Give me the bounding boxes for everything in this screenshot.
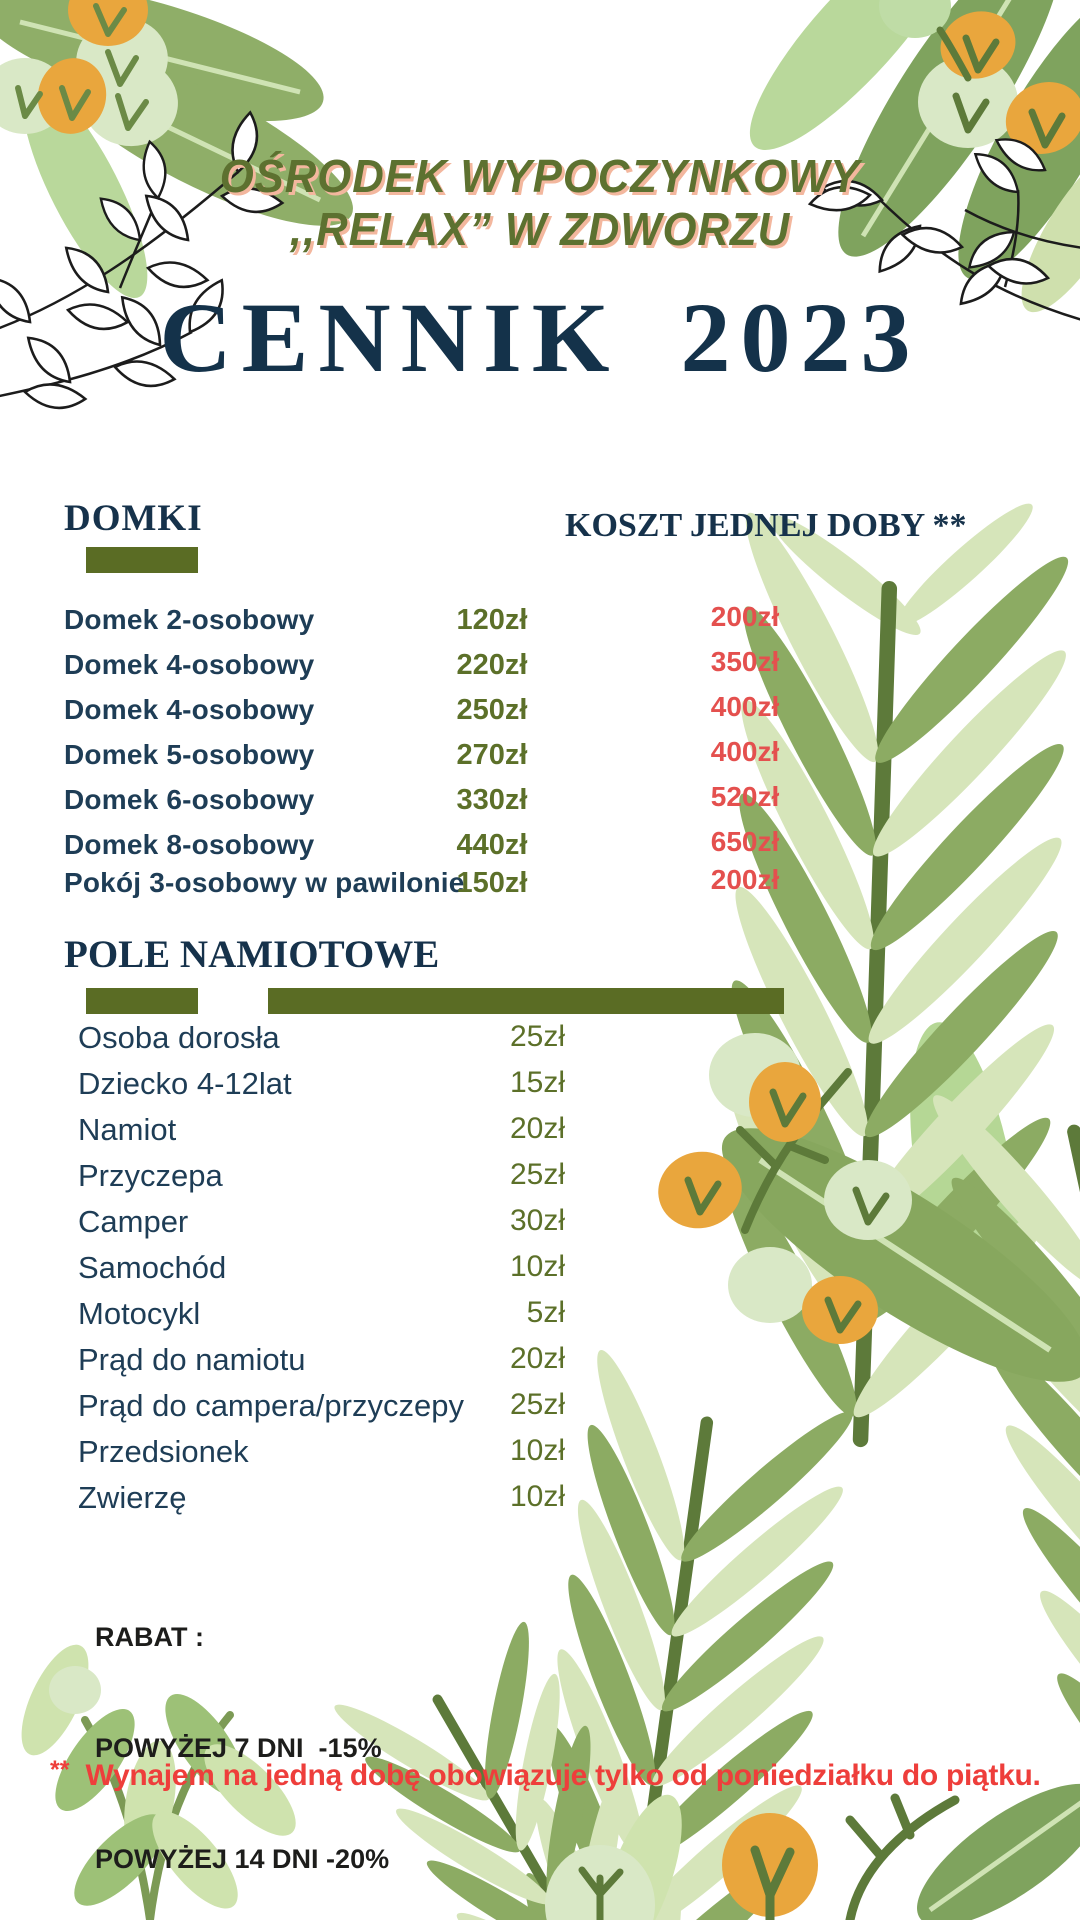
underline-bar-domki xyxy=(86,547,198,573)
underline-bar-pole-long xyxy=(268,988,784,1014)
row-label: Domek 4-osobowy xyxy=(64,694,315,725)
foliage-bottom-left xyxy=(21,1644,296,1920)
table-row: Prąd do campera/przyczepy 25zł xyxy=(0,1382,1080,1428)
row-label: Dziecko 4-12lat xyxy=(78,1066,292,1101)
row-label: Namiot xyxy=(78,1112,177,1147)
resort-name: OŚRODEK WYPOCZYNKOWY ,,RELAX” W ZDWORZU xyxy=(27,150,1053,256)
footnote-text: Wynajem na jedną dobę obowiązuje tylko o… xyxy=(85,1759,1041,1792)
table-row: Motocykl 5zł xyxy=(0,1290,1080,1336)
row-price: 30zł xyxy=(509,1204,565,1237)
table-row: Samochód 10zł xyxy=(0,1244,1080,1290)
table-row: Camper 30zł xyxy=(0,1198,1080,1244)
foliage-top-left xyxy=(0,0,353,299)
pole-namiotowe-table: Osoba dorosła 25zł Dziecko 4-12lat 15zł … xyxy=(0,1014,1080,1520)
price-one-day: 400zł xyxy=(710,736,780,767)
foliage-bottom-center xyxy=(545,1783,1080,1920)
row-price: 10zł xyxy=(509,1250,565,1283)
resort-name-line2: ,,RELAX” W ZDWORZU xyxy=(289,203,791,255)
price-one-day: 650zł xyxy=(710,826,780,857)
row-price: 15zł xyxy=(509,1066,565,1099)
table-row: Domek 8-osobowy 440zł 650zł xyxy=(0,823,1080,868)
row-price: 25zł xyxy=(509,1158,565,1191)
price-one-day: 200zł xyxy=(710,864,780,895)
foliage-top-right xyxy=(749,0,1080,313)
row-label: Osoba dorosła xyxy=(78,1020,280,1055)
row-label: Przyczepa xyxy=(78,1158,223,1193)
price-one-day: 200zł xyxy=(710,601,780,632)
row-price: 10zł xyxy=(509,1434,565,1467)
row-label: Domek 8-osobowy xyxy=(64,829,315,860)
footnote-marker: ** xyxy=(50,1756,70,1784)
table-row: Domek 4-osobowy 220zł 350zł xyxy=(0,643,1080,688)
table-row: Zwierzę 10zł xyxy=(0,1474,1080,1520)
row-label: Camper xyxy=(78,1204,189,1239)
row-label: Zwierzę xyxy=(78,1480,187,1515)
discount-block: RABAT : POWYŻEJ 7 DNI -15% POWYŻEJ 14 DN… xyxy=(95,1545,389,1920)
price-long-stay: 440zł xyxy=(456,829,528,861)
table-row: Domek 2-osobowy 120zł 200zł xyxy=(0,598,1080,643)
price-long-stay: 150zł xyxy=(456,867,528,899)
row-label: Domek 2-osobowy xyxy=(64,604,315,635)
row-label: Pokój 3-osobowy w pawilonie xyxy=(64,867,465,898)
price-long-stay: 220zł xyxy=(456,649,528,681)
table-row: Osoba dorosła 25zł xyxy=(0,1014,1080,1060)
table-row: Przyczepa 25zł xyxy=(0,1152,1080,1198)
row-label: Prąd do namiotu xyxy=(78,1342,306,1377)
price-long-stay: 250zł xyxy=(456,694,528,726)
table-row: Dziecko 4-12lat 15zł xyxy=(0,1060,1080,1106)
row-price: 10zł xyxy=(509,1480,565,1513)
price-long-stay: 120zł xyxy=(456,604,528,636)
foliage-berries-right xyxy=(658,1033,1080,1382)
branch-sketch-right xyxy=(810,124,1080,321)
price-one-day: 350zł xyxy=(710,646,780,677)
row-price: 5zł xyxy=(526,1296,565,1329)
section-title-pole-namiotowe: POLE NAMIOTOWE xyxy=(64,933,440,976)
table-row: Przedsionek 10zł xyxy=(0,1428,1080,1474)
discount-line: POWYŻEJ 7 DNI -15% xyxy=(95,1733,382,1763)
price-long-stay: 270zł xyxy=(456,739,528,771)
row-price: 20zł xyxy=(509,1342,565,1375)
row-label: Samochód xyxy=(78,1250,227,1285)
page-title: CENNIK 2023 xyxy=(159,282,921,393)
price-one-day: 520zł xyxy=(710,781,780,812)
table-row: Namiot 20zł xyxy=(0,1106,1080,1152)
row-label: Domek 6-osobowy xyxy=(64,784,315,815)
domki-table: Domek 2-osobowy 120zł 200zł Domek 4-osob… xyxy=(0,598,1080,906)
table-row: Pokój 3-osobowy w pawilonie 150zł 200zł xyxy=(0,861,1080,906)
table-row: Domek 4-osobowy 250zł 400zł xyxy=(0,688,1080,733)
price-long-stay: 330zł xyxy=(456,784,528,816)
footnote: ** Wynajem na jedną dobę obowiązuje tylko… xyxy=(50,1756,1050,1793)
row-price: 25zł xyxy=(509,1020,565,1053)
table-row: Domek 6-osobowy 330zł 520zł xyxy=(0,778,1080,823)
resort-name-line1: OŚRODEK WYPOCZYNKOWY xyxy=(219,150,861,202)
row-label: Motocykl xyxy=(78,1296,201,1331)
row-price: 20zł xyxy=(509,1112,565,1145)
discount-line: POWYŻEJ 14 DNI -20% xyxy=(95,1844,390,1874)
underline-bar-pole-short xyxy=(86,988,198,1014)
table-row: Prąd do namiotu 20zł xyxy=(0,1336,1080,1382)
row-price: 25zł xyxy=(509,1388,565,1421)
row-label: Domek 4-osobowy xyxy=(64,649,315,680)
row-label: Domek 5-osobowy xyxy=(64,739,315,770)
price-one-day: 400zł xyxy=(710,691,780,722)
branch-sketch-left xyxy=(0,111,283,419)
section-title-domki: DOMKI xyxy=(64,498,203,539)
table-row: Domek 5-osobowy 270zł 400zł xyxy=(0,733,1080,778)
discount-title: RABAT : xyxy=(95,1622,204,1652)
column-header-koszt-doby: KOSZT JEDNEJ DOBY ** xyxy=(565,507,967,544)
row-label: Prąd do campera/przyczepy xyxy=(78,1388,464,1423)
row-label: Przedsionek xyxy=(78,1434,249,1469)
